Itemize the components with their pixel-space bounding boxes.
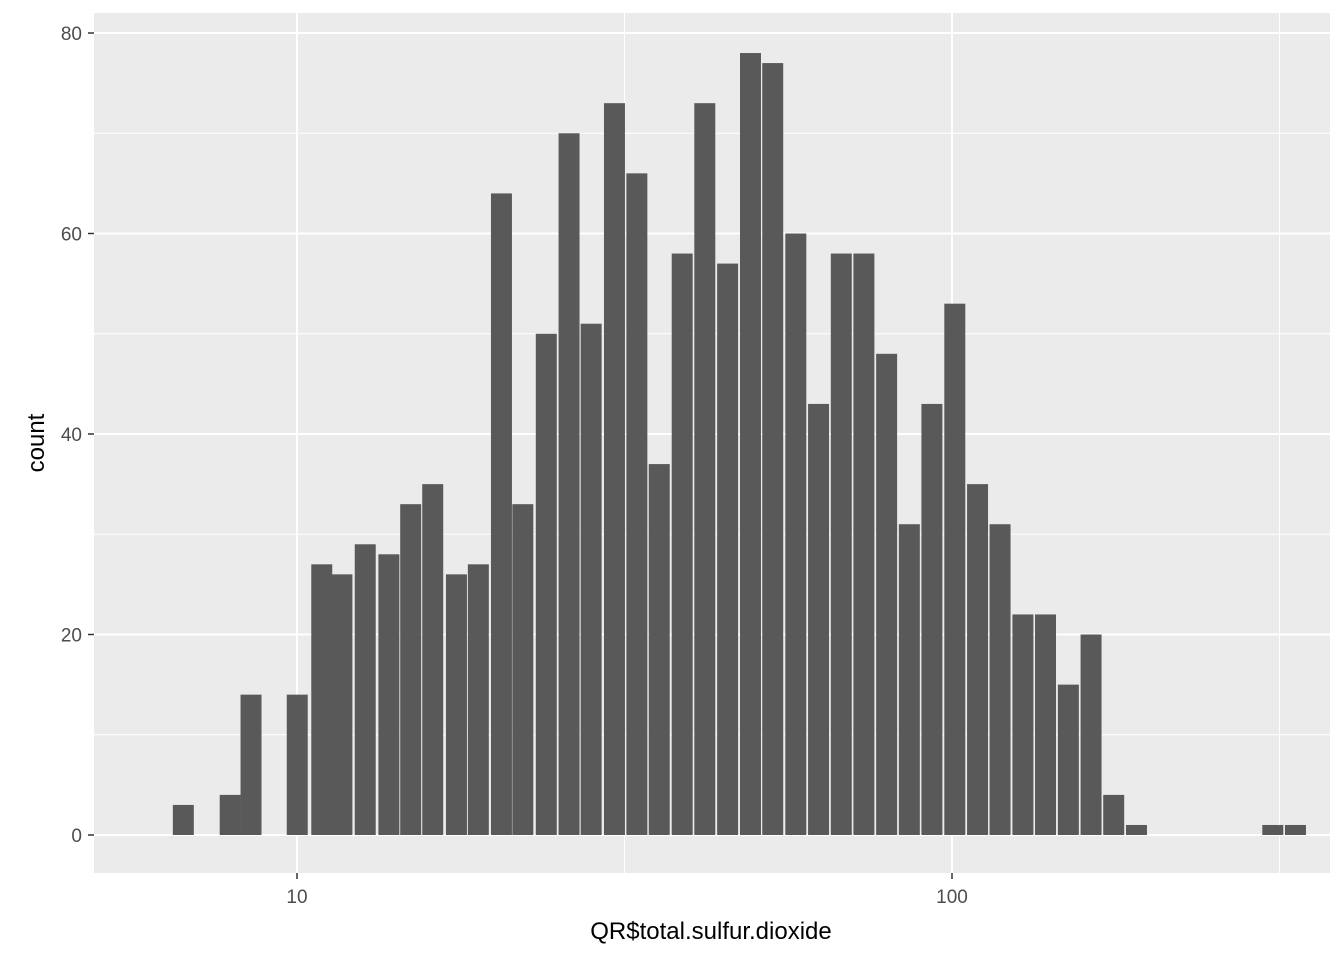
- histogram-bar: [898, 524, 920, 835]
- histogram-bar: [1057, 684, 1079, 835]
- histogram-bar: [1125, 824, 1147, 835]
- histogram-bar: [535, 333, 557, 835]
- histogram-bar: [967, 484, 989, 835]
- histogram-bar: [467, 564, 489, 835]
- histogram-bar: [853, 253, 875, 836]
- histogram-bar: [219, 794, 241, 835]
- histogram-bar: [1262, 824, 1284, 835]
- histogram-bar: [989, 524, 1011, 835]
- histogram-bar: [311, 564, 333, 835]
- histogram-bar: [580, 323, 602, 835]
- y-tick-label: 40: [61, 425, 82, 446]
- y-tick-label: 0: [71, 826, 82, 847]
- histogram-bar: [490, 193, 512, 835]
- histogram-bar: [694, 103, 716, 836]
- x-tick-label: 10: [286, 887, 307, 908]
- histogram-bar: [785, 233, 807, 835]
- histogram-bar: [808, 403, 830, 835]
- histogram-bar: [876, 353, 898, 835]
- histogram-bar: [422, 484, 444, 835]
- histogram-bar: [1035, 614, 1057, 835]
- histogram-bar: [172, 804, 194, 835]
- histogram-bar: [331, 574, 353, 835]
- y-tick-label: 60: [61, 225, 82, 246]
- y-axis-title: count: [23, 413, 50, 472]
- histogram-bar: [354, 544, 376, 835]
- histogram-bar: [286, 694, 308, 835]
- y-tick-label: 20: [61, 626, 82, 647]
- histogram-bar: [512, 504, 534, 835]
- histogram-bar: [240, 694, 262, 835]
- histogram-bar: [603, 103, 625, 836]
- histogram-bar: [762, 63, 784, 835]
- histogram-bar: [717, 263, 739, 835]
- x-axis-title: QR$total.sulfur.dioxide: [590, 918, 831, 945]
- histogram-bar: [1103, 794, 1125, 835]
- histogram-bar: [740, 53, 761, 836]
- histogram-bar: [944, 303, 966, 835]
- y-tick-label: 80: [61, 24, 82, 45]
- x-tick-label: 100: [936, 887, 968, 908]
- histogram-bar: [558, 133, 580, 835]
- x-axis: 10 100: [286, 873, 968, 908]
- histogram-bar: [400, 504, 422, 835]
- histogram-bars: [172, 53, 1306, 836]
- histogram-bar: [378, 554, 400, 835]
- histogram-bar: [1284, 824, 1306, 835]
- histogram-bar: [921, 403, 943, 835]
- histogram-bar: [830, 253, 852, 836]
- y-axis: 0 20 40 60 80: [61, 24, 94, 847]
- histogram-bar: [445, 574, 467, 835]
- histogram-bar: [626, 173, 648, 836]
- histogram-bar: [671, 253, 693, 836]
- histogram-bar: [1080, 634, 1102, 835]
- histogram-bar: [1012, 614, 1034, 835]
- histogram-bar: [648, 464, 670, 835]
